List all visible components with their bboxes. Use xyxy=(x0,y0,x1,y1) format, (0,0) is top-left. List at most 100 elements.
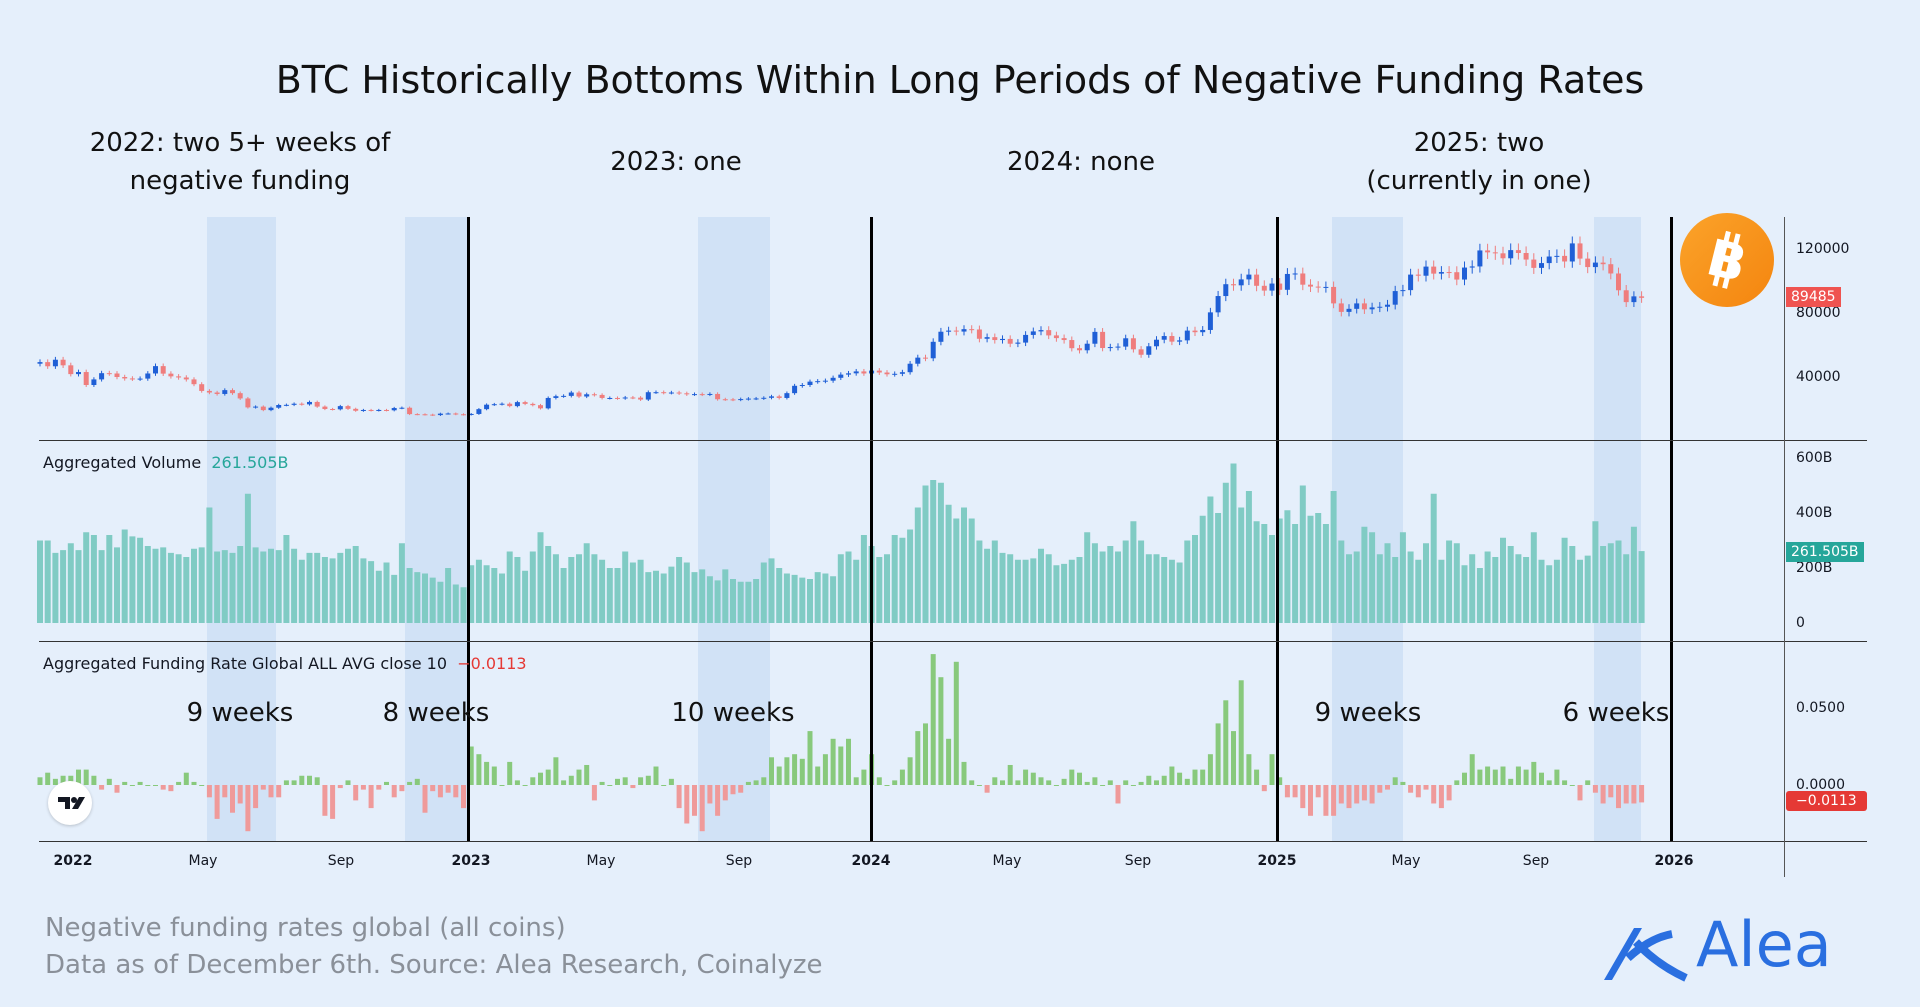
candle xyxy=(499,403,505,405)
volume-bar xyxy=(1638,551,1645,623)
funding-bar xyxy=(1246,754,1252,785)
volume-bar xyxy=(1453,543,1460,623)
volume-bar xyxy=(368,561,375,623)
volume-bar xyxy=(1469,554,1476,623)
funding-bar xyxy=(1084,781,1090,785)
candle xyxy=(1277,283,1283,290)
volume-bar xyxy=(837,554,844,623)
volume-bar xyxy=(475,559,482,623)
funding-bar xyxy=(1061,778,1067,785)
candle xyxy=(707,393,713,395)
volume-bar xyxy=(1438,559,1445,623)
volume-bar xyxy=(67,543,74,623)
volume-bar xyxy=(876,557,883,623)
volume-bar xyxy=(953,518,960,623)
candle xyxy=(522,402,528,404)
funding-bar xyxy=(214,785,220,819)
footer-source: Data as of December 6th. Source: Alea Re… xyxy=(45,950,823,980)
candle xyxy=(376,409,382,411)
funding-bar xyxy=(145,785,151,786)
candle xyxy=(1554,255,1560,257)
candle xyxy=(345,406,351,409)
funding-bar xyxy=(299,775,305,785)
candle xyxy=(330,409,336,410)
candle xyxy=(715,393,721,400)
volume-bar xyxy=(745,581,752,623)
funding-bar xyxy=(1215,723,1221,785)
candle xyxy=(599,394,605,398)
candle xyxy=(176,376,182,378)
candle xyxy=(776,396,782,398)
volume-bar xyxy=(1284,510,1291,623)
volume-bar xyxy=(1607,543,1614,623)
funding-legend: Aggregated Funding Rate Global ALL AVG c… xyxy=(43,654,527,673)
candle xyxy=(1438,272,1444,274)
volume-tick: 600B xyxy=(1796,450,1833,466)
funding-bar xyxy=(1377,785,1383,793)
funding-bar xyxy=(1184,778,1190,785)
candle xyxy=(645,392,651,400)
candle xyxy=(1015,342,1021,344)
candle xyxy=(930,341,936,359)
volume-bar xyxy=(907,529,914,623)
volume-bar xyxy=(552,554,559,623)
volume-bar xyxy=(914,507,921,623)
funding-bar xyxy=(1092,777,1098,785)
volume-bar xyxy=(1276,518,1283,623)
annotation-2023: 2023: one xyxy=(610,147,742,177)
funding-bar xyxy=(799,758,805,785)
volume-bar xyxy=(714,580,721,623)
candle xyxy=(1107,347,1113,349)
funding-bar xyxy=(1562,780,1568,785)
candle xyxy=(1369,307,1375,310)
funding-bar xyxy=(1231,731,1236,785)
volume-bar xyxy=(1492,557,1499,623)
funding-bar xyxy=(307,775,312,785)
candle xyxy=(199,384,205,391)
volume-bar xyxy=(1546,565,1553,623)
candle xyxy=(545,397,551,409)
funding-bar xyxy=(545,769,551,785)
volume-bar xyxy=(537,532,544,623)
candle xyxy=(1030,331,1036,335)
volume-bar xyxy=(144,546,151,623)
candle xyxy=(1462,267,1467,280)
volume-bar xyxy=(999,552,1006,623)
negative-funding-period xyxy=(207,217,276,842)
tradingview-logo-icon[interactable] xyxy=(48,781,92,825)
negative-funding-period xyxy=(698,217,770,842)
funding-legend-value: −0.0113 xyxy=(457,654,527,673)
funding-bar xyxy=(946,738,952,785)
candle xyxy=(1331,286,1337,304)
volume-bar xyxy=(321,557,328,623)
volume-bar xyxy=(121,529,128,623)
volume-bar xyxy=(106,535,113,623)
candle xyxy=(1292,273,1298,275)
x-tick: 2026 xyxy=(1654,853,1694,869)
candle xyxy=(360,409,366,411)
candle xyxy=(1231,284,1236,286)
footer-note: Negative funding rates global (all coins… xyxy=(45,913,566,943)
candle xyxy=(437,413,443,416)
candle xyxy=(60,359,66,366)
funding-bar xyxy=(1500,766,1506,785)
price-tick: 80000 xyxy=(1796,305,1841,321)
candle xyxy=(784,393,790,398)
funding-bar xyxy=(622,777,628,785)
candle xyxy=(337,406,343,410)
volume-bar xyxy=(807,579,813,623)
funding-bar xyxy=(884,785,890,786)
funding-bar xyxy=(1077,772,1082,785)
funding-bar xyxy=(1308,785,1313,816)
candle xyxy=(1577,243,1583,259)
volume-bar xyxy=(1592,521,1599,623)
funding-bar xyxy=(1192,769,1198,785)
candle xyxy=(476,409,482,414)
funding-bar xyxy=(368,785,374,809)
funding-bar xyxy=(1053,785,1059,786)
funding-bar xyxy=(414,778,420,785)
candle xyxy=(230,390,235,394)
volume-bar xyxy=(583,543,590,623)
candle xyxy=(414,414,420,416)
volume-bar xyxy=(1500,537,1506,623)
